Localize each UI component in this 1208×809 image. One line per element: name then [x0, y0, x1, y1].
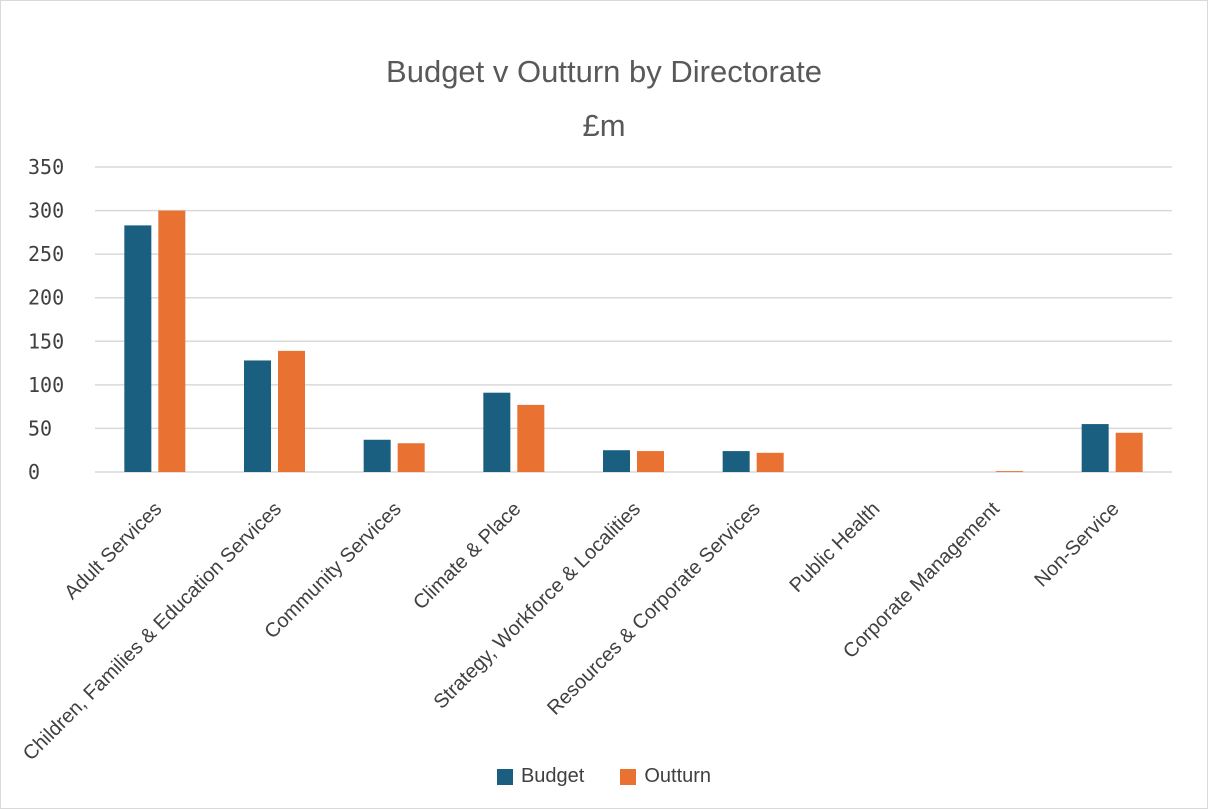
x-tick-label: Adult Services [60, 498, 166, 604]
x-tick-label: Public Health [785, 498, 884, 597]
y-tick-label: 50 [28, 416, 52, 440]
bar-outturn [278, 350, 305, 472]
y-tick-label: 200 [28, 286, 64, 310]
y-tick-label: 100 [28, 373, 64, 397]
bar-outturn [996, 471, 1023, 472]
legend-label-outturn: Outturn [644, 765, 712, 787]
bar-budget [244, 360, 271, 472]
y-tick-label: 0 [28, 460, 40, 484]
bar-outturn [1115, 432, 1143, 472]
bar-budget [603, 450, 630, 472]
legend-item-outturn: Outturn [620, 765, 711, 788]
y-tick-label: 300 [28, 199, 64, 223]
bar-budget [722, 451, 750, 472]
bar-budget [483, 392, 511, 472]
bar-outturn [756, 452, 784, 472]
chart-title: Budget v Outturn by Directorate [386, 54, 822, 89]
x-tick-label: Resources & Corporate Services [543, 498, 764, 719]
x-tick-label: Non-Service [1030, 498, 1123, 591]
bar-outturn [637, 451, 664, 472]
bar-budget [363, 439, 391, 472]
bar-outturn [517, 404, 545, 472]
legend-swatch-outturn [620, 768, 637, 785]
bar-outturn [158, 210, 186, 473]
bar-outturn [397, 443, 425, 472]
bar-budget [1081, 424, 1109, 472]
chart-subtitle: £m [582, 108, 626, 143]
bar-budget [124, 225, 152, 472]
legend-item-budget: Budget [496, 765, 585, 788]
legend: Budget Outturn [0, 765, 1208, 788]
y-tick-label: 150 [28, 329, 64, 353]
x-tick-label: Strategy, Workforce & Localities [430, 498, 645, 713]
x-tick-label: Climate & Place [409, 498, 525, 614]
legend-label-budget: Budget [520, 765, 585, 787]
y-tick-label: 250 [28, 242, 64, 266]
x-tick-label: Children, Families & Education Services [19, 498, 286, 765]
legend-swatch-budget [496, 768, 513, 785]
x-tick-label: Community Services [260, 498, 405, 643]
y-tick-label: 350 [28, 155, 64, 179]
